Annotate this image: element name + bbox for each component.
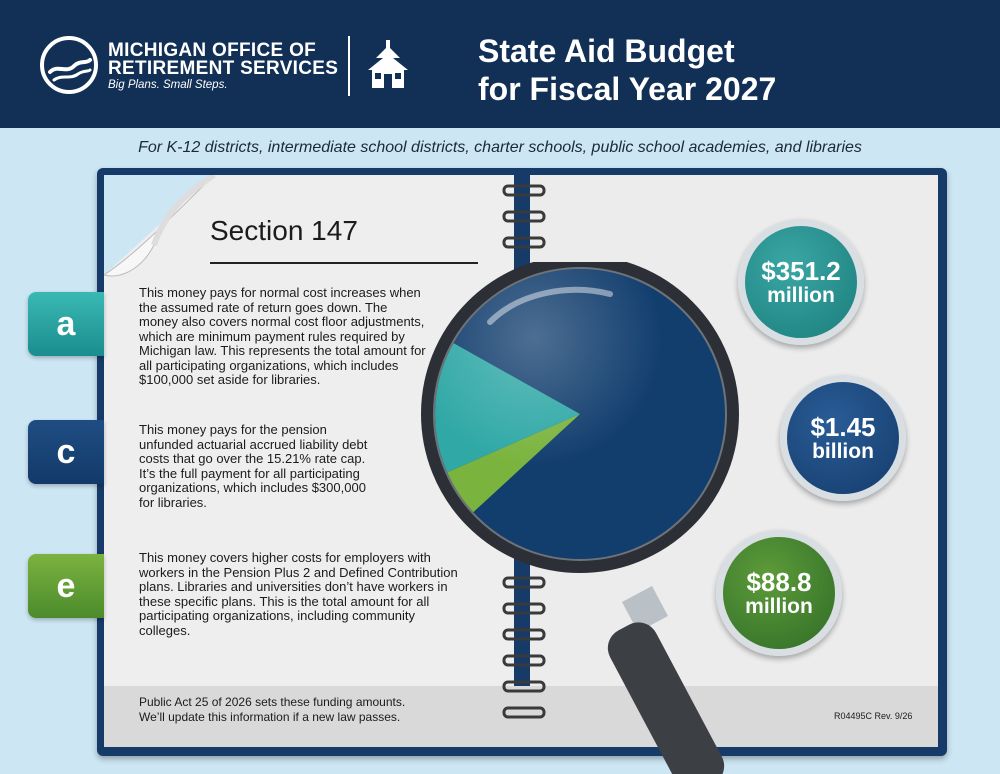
- title-line1: State Aid Budget: [478, 33, 735, 69]
- tagline: Big Plans. Small Steps.: [108, 79, 228, 91]
- amount-c-value: $1.45: [810, 411, 876, 442]
- amount-e-unit: million: [745, 594, 813, 618]
- amount-a-value: $351.2: [761, 255, 841, 286]
- amount-e-badge: $88.8 million: [716, 530, 842, 656]
- magnifying-glass-icon: [421, 262, 739, 774]
- schoolhouse-icon: [368, 40, 408, 88]
- org-name-line2: RETIREMENT SERVICES: [108, 58, 339, 79]
- tab-a: a: [28, 292, 104, 356]
- header-banner: MICHIGAN OFFICE OF RETIREMENT SERVICES B…: [0, 0, 1000, 128]
- amount-e-value: $88.8: [746, 566, 812, 597]
- description-a: This money pays for normal cost increase…: [139, 285, 426, 387]
- amount-c-badge: $1.45 billion: [780, 375, 906, 501]
- page-curl-icon: [104, 175, 216, 277]
- amount-a-unit: million: [767, 283, 835, 307]
- ors-logo-icon: [40, 36, 98, 94]
- subtitle: For K-12 districts, intermediate school …: [138, 139, 862, 156]
- spiral-binding: [502, 184, 546, 719]
- tab-c: c: [28, 420, 104, 484]
- form-code: R04495C Rev. 9/26: [834, 711, 913, 721]
- description-e: This money covers higher costs for emplo…: [139, 550, 458, 638]
- footnote-line1: Public Act 25 of 2026 sets these funding…: [139, 695, 406, 709]
- tab-e: e: [28, 554, 104, 618]
- org-name: MICHIGAN OFFICE OF RETIREMENT SERVICES: [108, 40, 339, 79]
- footnote: Public Act 25 of 2026 sets these funding…: [139, 695, 405, 725]
- section-heading: Section 147: [210, 215, 358, 246]
- header-divider: [348, 36, 350, 96]
- title-line2: for Fiscal Year 2027: [478, 71, 777, 107]
- amount-a-badge: $351.2 million: [738, 219, 864, 345]
- org-name-line1: MICHIGAN OFFICE OF: [108, 40, 317, 61]
- description-c: This money pays for the pension unfunded…: [139, 422, 368, 510]
- section-divider: [210, 262, 478, 264]
- page-title: State Aid Budget for Fiscal Year 2027: [478, 32, 776, 108]
- amount-c-unit: billion: [812, 439, 874, 463]
- footnote-line2: We’ll update this information if a new l…: [139, 710, 401, 724]
